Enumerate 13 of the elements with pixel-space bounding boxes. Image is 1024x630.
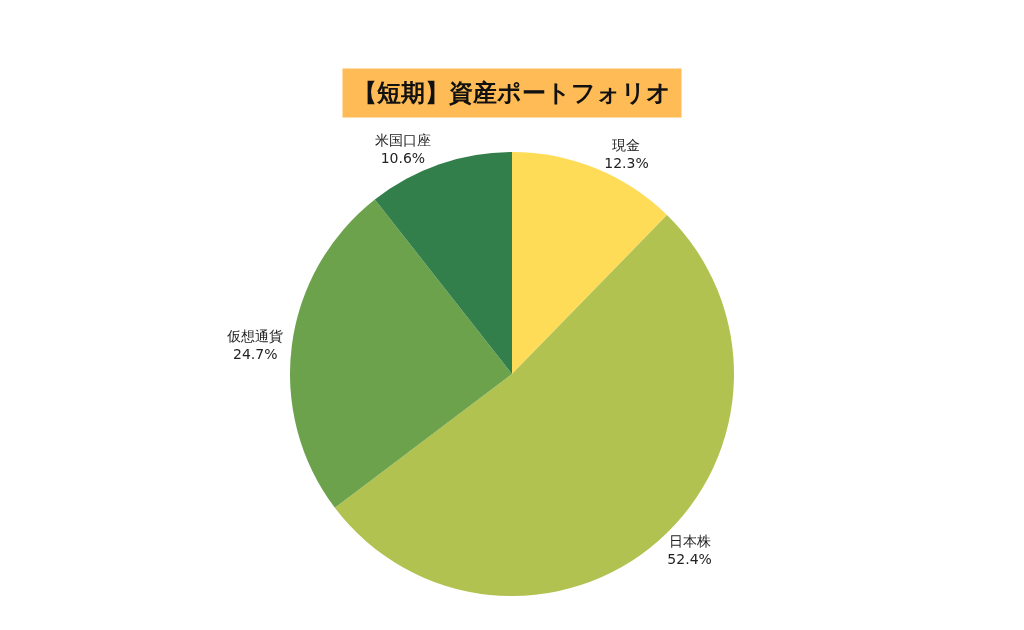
pie-slice [374,152,512,374]
data-label: 12.3% [604,154,649,171]
pie-slice [512,152,667,374]
data-label: 52.4% [667,551,712,568]
pie-slice [290,199,512,508]
slice-label: 仮想通貨 [226,328,284,345]
pie-slice [334,215,734,596]
chart-title: 【短期】資産ポートフォリオ [353,79,671,107]
slice-label: 日本株 [668,533,711,550]
data-label: 10.6% [380,150,426,167]
slice-label: 現金 [612,136,641,153]
slice-label: 米国口座 [374,131,431,148]
data-label: 24.7% [233,346,278,363]
